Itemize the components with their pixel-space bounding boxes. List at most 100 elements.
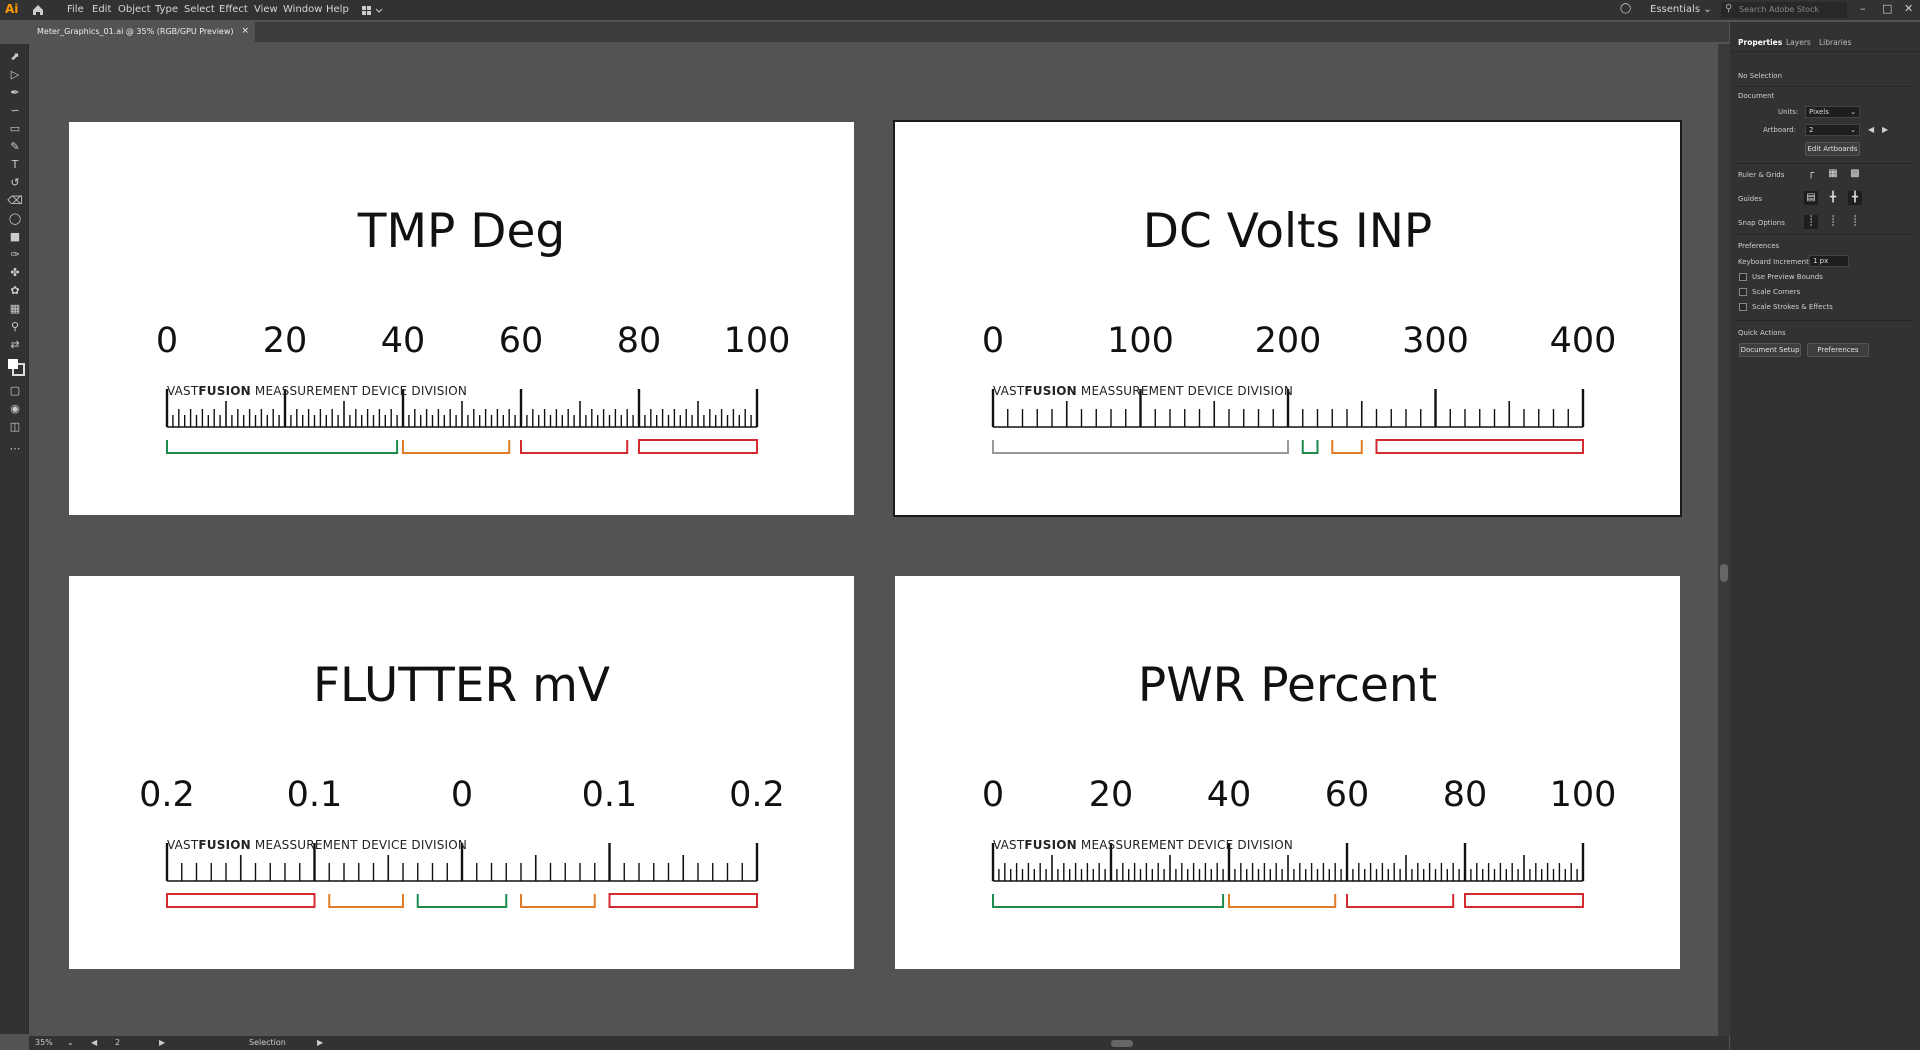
scale-label: 0.1 — [287, 775, 343, 815]
eyedropper-tool-icon[interactable]: ✑ — [10, 248, 20, 261]
puppet-warp-tool-icon[interactable]: ✤ — [10, 266, 20, 279]
no-selection-label: No Selection — [1738, 72, 1783, 80]
vertical-scrollbar[interactable] — [1718, 44, 1730, 1036]
grid-icon[interactable]: ▦ — [1828, 168, 1838, 179]
next-artboard-icon[interactable]: ▶ — [159, 1038, 166, 1047]
close-tab-icon[interactable]: × — [241, 26, 249, 36]
zoom-level[interactable]: 35% — [35, 1038, 53, 1047]
minimize-button[interactable]: – — [1860, 2, 1866, 15]
divider — [1736, 234, 1914, 235]
search-placeholder: Search Adobe Stock — [1739, 5, 1820, 14]
scale-strokes-checkbox[interactable] — [1739, 303, 1747, 311]
artboard[interactable]: PWR Percent 0 20 40 60 80 100 VASTFUSION MEASSU… — [895, 576, 1680, 969]
lock-guides-icon[interactable]: ╋ — [1829, 192, 1837, 203]
scale-label: 20 — [263, 321, 308, 361]
curvature-tool-icon[interactable]: ∽ — [10, 104, 20, 117]
menu-effect[interactable]: Effect — [219, 4, 248, 15]
horizontal-scroll-thumb[interactable] — [1111, 1040, 1133, 1047]
previous-artboard-icon[interactable]: ◀ — [1868, 125, 1875, 134]
brand-bold: FUSION — [198, 384, 251, 398]
status-menu-icon[interactable]: ▶ — [317, 1038, 324, 1047]
document-section-label: Document — [1738, 92, 1775, 100]
menu-edit[interactable]: Edit — [92, 4, 112, 15]
workspace-menu[interactable]: Essentials ⌄ — [1650, 4, 1712, 15]
vertical-scroll-thumb[interactable] — [1720, 564, 1728, 582]
document-setup-button[interactable]: Document Setup — [1739, 343, 1801, 357]
range-zone-orange — [1331, 440, 1363, 454]
snap-to-point-icon[interactable]: ┊ — [1804, 215, 1818, 229]
home-icon[interactable] — [30, 2, 46, 18]
tab-libraries[interactable]: Libraries — [1819, 38, 1852, 47]
ruler-grids-label: Ruler & Grids — [1738, 171, 1785, 179]
range-zone-orange — [328, 894, 404, 908]
tab-layers[interactable]: Layers — [1786, 38, 1811, 47]
preferences-button[interactable]: Preferences — [1807, 343, 1869, 357]
artboard[interactable]: DC Volts INP 0 100 200 300 400 VASTFUSION MEAS… — [893, 120, 1682, 517]
search-adobe-stock-input[interactable]: ⚲ Search Adobe Stock — [1721, 2, 1847, 18]
properties-panel: Properties Layers Libraries No Selection… — [1730, 22, 1920, 1050]
color-mode-icon[interactable]: ▢ — [9, 384, 21, 397]
snap-to-pixel-icon[interactable]: ┊ — [1829, 216, 1837, 227]
workspace-switcher-icon[interactable] — [362, 5, 384, 16]
menu-select[interactable]: Select — [184, 4, 215, 15]
range-zone-green — [416, 894, 508, 908]
edit-artboards-button[interactable]: Edit Artboards — [1805, 142, 1860, 156]
artboard-number[interactable]: 2 — [115, 1038, 121, 1047]
snap-to-glyph-icon[interactable]: ┊ — [1851, 216, 1859, 227]
rectangle-tool-icon[interactable]: ▭ — [9, 122, 21, 135]
next-artboard-icon[interactable]: ▶ — [1882, 125, 1889, 134]
artboard[interactable]: FLUTTER mV 0.2 0.1 0 0.1 0.2 VASTFUSION MEASSU… — [69, 576, 854, 969]
range-zone-red — [1375, 439, 1584, 454]
scale-label: 0.1 — [582, 775, 638, 815]
rotate-tool-icon[interactable]: ↺ — [10, 176, 20, 189]
shape-builder-tool-icon[interactable]: ◯ — [8, 212, 22, 225]
symbol-sprayer-tool-icon[interactable]: ✿ — [10, 284, 20, 297]
range-zone-green — [992, 894, 1225, 908]
menu-file[interactable]: File — [67, 4, 84, 15]
menu-object[interactable]: Object — [118, 4, 151, 15]
scale-label: 0.2 — [139, 775, 195, 815]
scale-corners-checkbox[interactable] — [1739, 288, 1747, 296]
zoom-dropdown-icon[interactable]: ⌄ — [67, 1038, 74, 1047]
use-preview-bounds-checkbox[interactable] — [1739, 273, 1747, 281]
brand-suffix: MEASSUREMENT DEVICE DIVISION — [1076, 838, 1294, 852]
more-tools-icon[interactable]: ⋯ — [9, 442, 21, 455]
eraser-tool-icon[interactable]: ⌫ — [7, 194, 23, 207]
scale-label: 100 — [1550, 775, 1617, 815]
menu-type[interactable]: Type — [155, 4, 178, 15]
draw-mode-icon[interactable]: ◉ — [10, 402, 20, 415]
artboard-tool-icon[interactable]: ▦ — [9, 302, 21, 315]
first-artboard-icon[interactable]: ◀ — [91, 1038, 98, 1047]
close-window-button[interactable]: ✕ — [1904, 2, 1914, 15]
maximize-button[interactable]: □ — [1882, 2, 1893, 15]
swap-fill-stroke-icon[interactable]: ⇄ — [10, 338, 20, 351]
range-zone-green — [166, 440, 399, 454]
keyboard-increment-input[interactable]: 1 px — [1809, 255, 1849, 267]
fill-stroke-swatches[interactable] — [7, 358, 25, 376]
keyboard-increment-label: Keyboard Increment: — [1738, 258, 1812, 266]
direct-selection-tool-icon[interactable]: ▷ — [10, 68, 20, 81]
lightbulb-icon[interactable]: ◯ — [1620, 3, 1632, 14]
document-tab[interactable]: Meter_Graphics_01.ai @ 35% (RGB/GPU Prev… — [29, 22, 255, 42]
menu-help[interactable]: Help — [326, 4, 349, 15]
smart-guides-icon[interactable]: ╋ — [1848, 191, 1862, 205]
type-tool-icon[interactable]: T — [11, 158, 19, 171]
ruler-icon[interactable]: ┌ — [1807, 168, 1815, 179]
pen-tool-icon[interactable]: ✒ — [10, 86, 20, 99]
menu-window[interactable]: Window — [283, 4, 323, 15]
scale-label: 40 — [381, 321, 426, 361]
show-guides-icon[interactable]: ▤ — [1804, 191, 1818, 205]
paintbrush-tool-icon[interactable]: ✎ — [10, 140, 20, 153]
tab-properties[interactable]: Properties — [1738, 38, 1783, 47]
artboard-select[interactable]: 2 ⌄ — [1805, 124, 1860, 136]
canvas[interactable]: TMP Deg 0 20 40 60 80 100 VASTFUSION MEASSUREME… — [29, 44, 1729, 1036]
screen-mode-icon[interactable]: ◫ — [9, 420, 21, 433]
gradient-tool-icon[interactable]: ■ — [9, 230, 21, 243]
zoom-tool-icon[interactable]: ⚲ — [10, 320, 20, 333]
artboard[interactable]: TMP Deg 0 20 40 60 80 100 VASTFUSION MEASSUREME… — [69, 122, 854, 515]
menu-view[interactable]: View — [254, 4, 278, 15]
selection-tool-icon[interactable]: ⬈ — [10, 50, 20, 63]
brand-footer: VASTFUSION MEASSUREMENT DEVICE DIVISION — [993, 384, 1293, 398]
units-select[interactable]: Pixels ⌄ — [1805, 106, 1860, 118]
transparency-grid-icon[interactable]: ▩ — [1850, 168, 1860, 179]
